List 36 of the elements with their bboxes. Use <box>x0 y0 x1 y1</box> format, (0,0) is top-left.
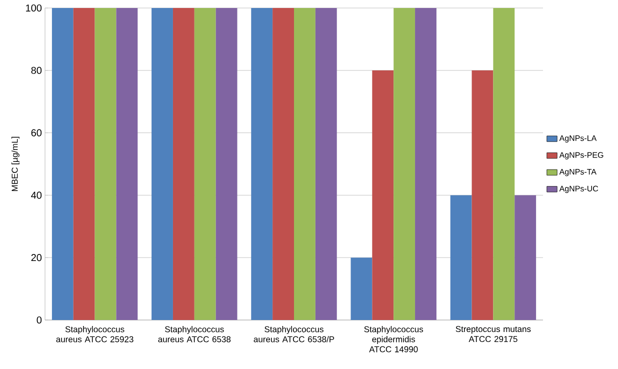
x-tick-label: Staphylococcus aureus ATCC 25923 <box>56 326 134 342</box>
legend-label: AgNPs-PEG <box>559 152 604 160</box>
y-tick-label: 40 <box>31 192 42 199</box>
x-tick-label: Staphylococcus aureus ATCC 6538 <box>158 326 231 342</box>
bar <box>493 8 515 320</box>
y-tick-label: 100 <box>26 4 42 12</box>
bar <box>194 8 216 320</box>
legend-label: AgNPs-TA <box>559 168 596 176</box>
bar <box>294 8 316 320</box>
y-tick-label: 20 <box>31 254 42 262</box>
x-tick-label: Staphylococcus aureus ATCC 6538/P <box>254 326 334 342</box>
bar <box>350 258 372 320</box>
x-tick-label: Streptoccus mutans ATCC 29175 <box>456 326 531 342</box>
bar <box>415 8 436 320</box>
bar <box>152 8 173 320</box>
bar <box>251 8 273 320</box>
bar <box>372 70 394 320</box>
bar <box>172 8 194 320</box>
bar <box>52 8 74 320</box>
bar <box>94 8 116 320</box>
bar <box>394 8 416 320</box>
y-axis-title: MBEC [µg/mL] <box>11 136 20 192</box>
x-tick-label: Staphylococcus epidermidis ATCC 14990 <box>364 326 424 352</box>
bar <box>450 195 472 320</box>
bar <box>315 8 337 320</box>
bar <box>514 195 536 320</box>
y-tick-label: 80 <box>31 66 42 74</box>
legend-label: AgNPs-UC <box>559 186 598 193</box>
bar <box>472 70 494 320</box>
legend-label: AgNPs-LA <box>559 135 597 143</box>
bar <box>73 8 95 320</box>
y-tick-label: 60 <box>31 129 42 136</box>
bar <box>116 8 138 320</box>
bar <box>272 8 294 320</box>
y-tick-label: 0 <box>36 316 42 324</box>
bar <box>216 8 238 320</box>
